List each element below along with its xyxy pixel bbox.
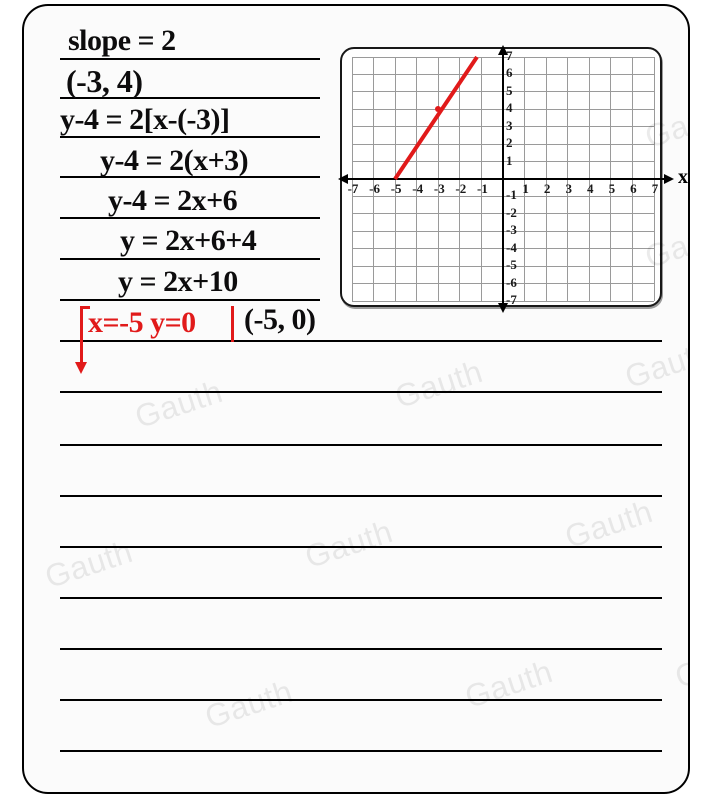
x-tick-label: -3 (430, 181, 448, 197)
hw-line-7: y = 2x+10 (118, 265, 238, 299)
rule-line (60, 750, 662, 752)
y-tick-label: -5 (506, 257, 526, 273)
y-tick-label: 3 (506, 118, 526, 134)
x-tick-label: -2 (452, 181, 470, 197)
x-tick-label: -5 (387, 181, 405, 197)
hw-line-point: (-5, 0) (244, 303, 315, 337)
watermark-text: Gauth (300, 513, 397, 576)
x-tick-label: -7 (344, 181, 362, 197)
y-tick-label: 7 (506, 48, 526, 64)
x-tick-label: 4 (581, 181, 599, 197)
y-tick-label: -7 (506, 292, 526, 308)
x-tick-label: 3 (560, 181, 578, 197)
y-tick-label: -3 (506, 222, 526, 238)
y-tick-label: 4 (506, 100, 526, 116)
notebook-page: slope = 2 (-3, 4) y-4 = 2[x-(-3)] y-4 = … (22, 4, 690, 794)
x-tick-label: -6 (366, 181, 384, 197)
rule-line (60, 444, 662, 446)
y-tick-label: -6 (506, 275, 526, 291)
rule-line (60, 299, 320, 301)
x-tick-label: -4 (409, 181, 427, 197)
annotation-arrow-icon (75, 362, 87, 374)
graph-grid: -7-6-5-4-3-2-112345677654321-1-2-3-4-5-6… (352, 57, 650, 297)
watermark-text: Gauth (670, 633, 690, 696)
x-tick-label: 2 (538, 181, 556, 197)
x-tick-label: -1 (473, 181, 491, 197)
hw-line-3: y-4 = 2[x-(-3)] (60, 103, 230, 137)
rule-line (60, 699, 662, 701)
y-tick-label: 1 (506, 153, 526, 169)
y-tick-label: -2 (506, 205, 526, 221)
x-tick-label: 5 (603, 181, 621, 197)
watermark-text: Gauth (200, 673, 297, 736)
watermark-text: Gauth (40, 533, 137, 596)
y-tick-label: -1 (506, 187, 526, 203)
watermark-text: Gauth (620, 333, 690, 396)
y-tick-label: 2 (506, 135, 526, 151)
hw-line-2: (-3, 4) (66, 63, 142, 100)
rule-line (60, 597, 662, 599)
watermark-text: Gauth (390, 353, 487, 416)
y-tick-label: 6 (506, 65, 526, 81)
hw-line-4: y-4 = 2(x+3) (100, 144, 248, 178)
rule-line (60, 546, 662, 548)
hw-line-1: slope = 2 (68, 24, 176, 58)
hw-line-highlight: x=-5 y=0 (88, 306, 196, 340)
hw-line-6: y = 2x+6+4 (120, 224, 256, 258)
y-tick-label: 5 (506, 83, 526, 99)
coordinate-graph: -7-6-5-4-3-2-112345677654321-1-2-3-4-5-6… (340, 47, 662, 307)
rule-line (60, 391, 662, 393)
rule-line (60, 340, 662, 342)
watermark-text: Gauth (130, 373, 227, 436)
highlight-divider (231, 306, 234, 342)
x-tick-label: 7 (646, 181, 664, 197)
hw-line-5: y-4 = 2x+6 (108, 184, 237, 218)
rule-line (60, 258, 320, 260)
rule-line (60, 495, 662, 497)
axis-label-x: x (678, 166, 688, 189)
y-tick-label: -4 (506, 240, 526, 256)
rule-line (60, 648, 662, 650)
x-tick-label: 6 (624, 181, 642, 197)
watermark-text: Gauth (460, 653, 557, 716)
rule-line (60, 58, 320, 60)
